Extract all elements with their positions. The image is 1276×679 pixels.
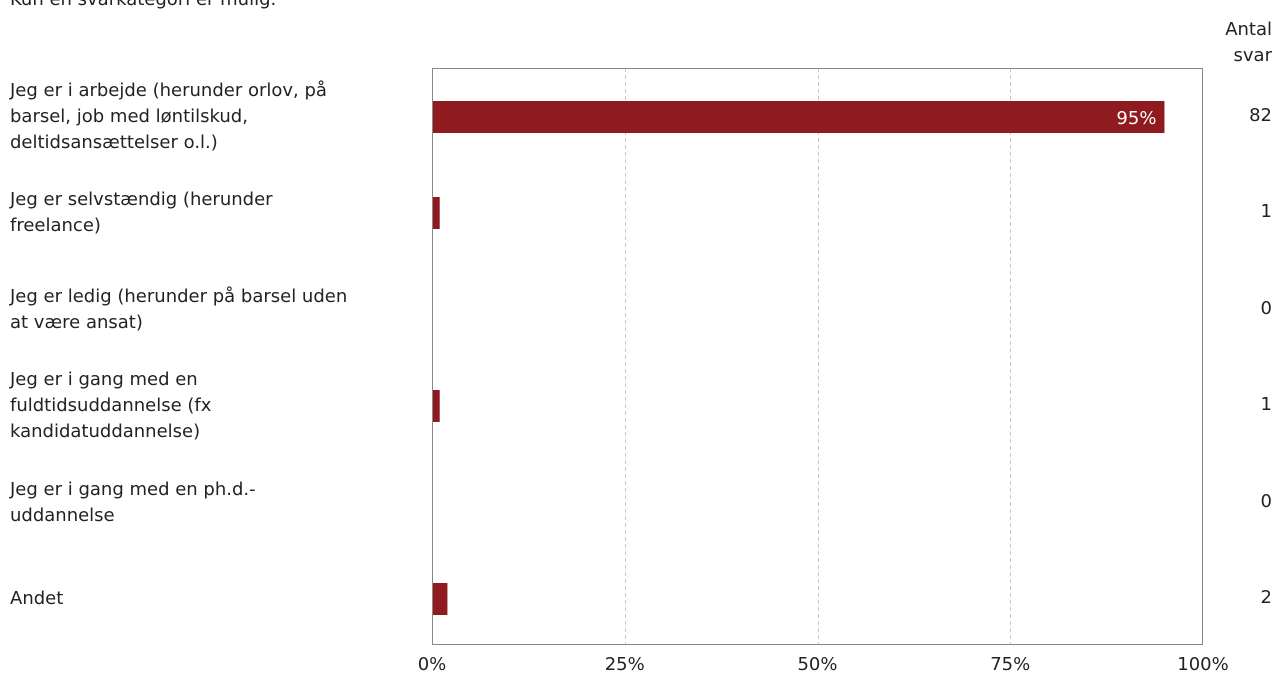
response-count: 0 — [1260, 491, 1272, 512]
chart-subtitle: Kun én svarkategori er mulig. — [10, 0, 276, 10]
x-tick-label: 100% — [1177, 654, 1228, 675]
plot-frame — [432, 68, 1203, 645]
category-label-line: Jeg er selvstændig (herunder — [10, 189, 273, 210]
bar-data-label: 95% — [1116, 108, 1156, 129]
category-label: Jeg er i gang med en fuldtidsuddannelse (… — [10, 367, 410, 445]
x-tick-label: 75% — [990, 654, 1030, 675]
category-label: Jeg er ledig (herunder på barsel uden at … — [10, 284, 410, 336]
category-label-line: barsel, job med løntilskud, — [10, 106, 248, 127]
category-label-line: freelance) — [10, 215, 101, 236]
response-count: 1 — [1260, 201, 1272, 222]
response-count: 2 — [1260, 587, 1272, 608]
category-label: Jeg er i gang med en ph.d.- uddannelse — [10, 477, 410, 529]
category-label-line: Jeg er i gang med en — [10, 369, 198, 390]
category-label: Andet — [10, 586, 410, 612]
response-count: 1 — [1260, 394, 1272, 415]
category-label-line: deltidsansættelser o.l.) — [10, 132, 218, 153]
category-label-line: at være ansat) — [10, 312, 143, 333]
bar — [433, 583, 448, 615]
category-label-line: kandidatuddannelse) — [10, 421, 201, 442]
category-label: Jeg er i arbejde (herunder orlov, på bars… — [10, 78, 410, 156]
x-tick-label: 50% — [797, 654, 837, 675]
category-label-line: Andet — [10, 588, 64, 609]
x-tick-label: 0% — [418, 654, 447, 675]
category-label-line: fuldtidsuddannelse (fx — [10, 395, 212, 416]
category-label-line: Jeg er i gang med en ph.d.- — [10, 479, 256, 500]
bar — [433, 390, 440, 422]
response-count: 0 — [1260, 298, 1272, 319]
x-tick-label: 25% — [605, 654, 645, 675]
count-header-line-1: Antal — [1225, 19, 1272, 40]
response-count: 82 — [1249, 105, 1272, 126]
count-column-header: Antal svar — [1225, 17, 1272, 69]
category-label-line: Jeg er i arbejde (herunder orlov, på — [10, 80, 327, 101]
category-label-line: Jeg er ledig (herunder på barsel uden — [10, 286, 348, 307]
count-header-line-2: svar — [1233, 45, 1272, 66]
bar — [433, 197, 440, 229]
bar — [433, 101, 1165, 133]
category-label-line: uddannelse — [10, 505, 115, 526]
category-label: Jeg er selvstændig (herunder freelance) — [10, 187, 410, 239]
